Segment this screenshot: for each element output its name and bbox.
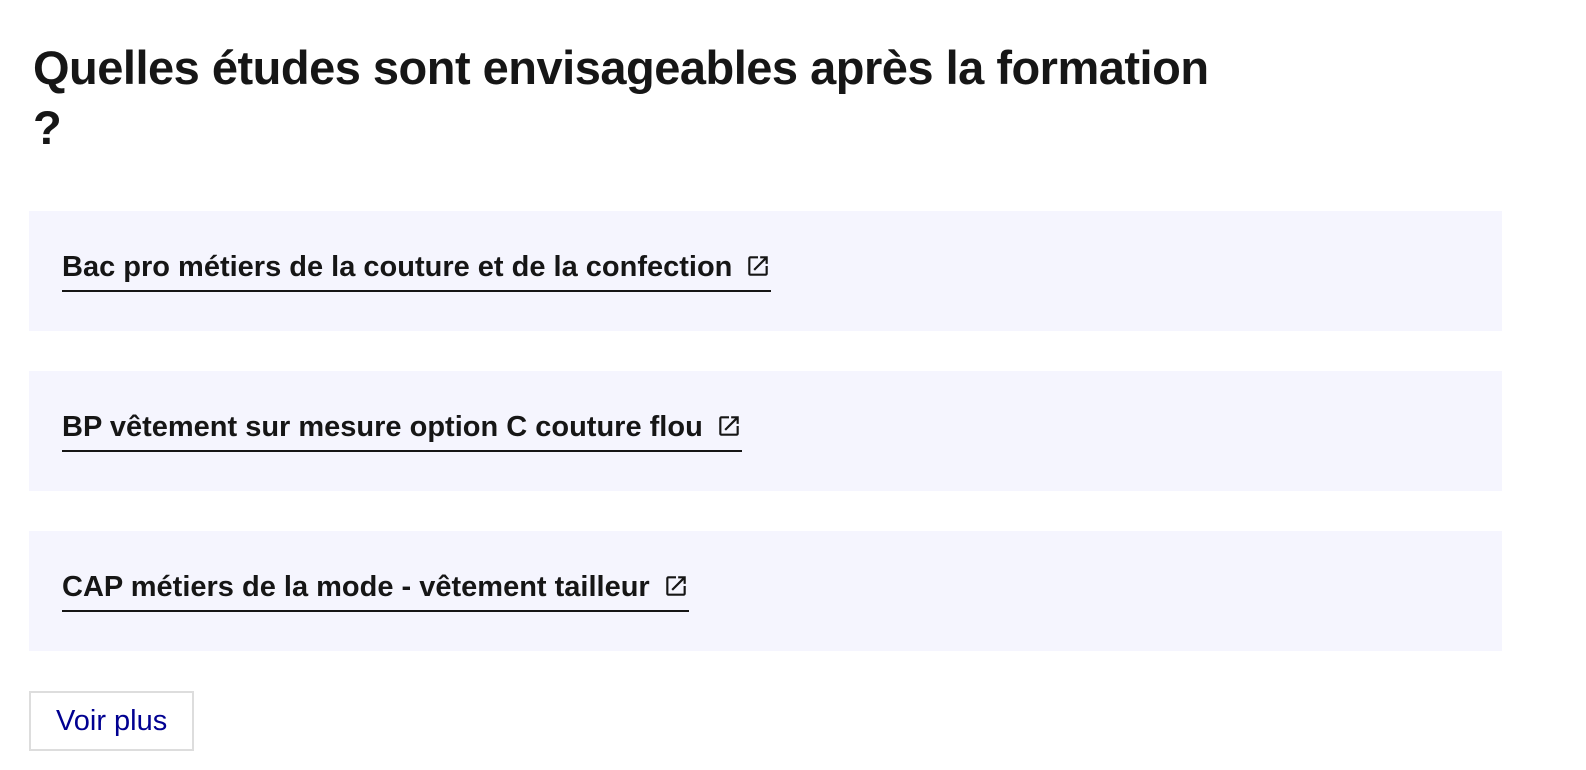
section-title-line2: ? xyxy=(33,101,62,154)
study-link-card: BP vêtement sur mesure option C couture … xyxy=(29,371,1502,491)
voir-plus-button[interactable]: Voir plus xyxy=(29,691,195,751)
external-link-icon xyxy=(719,416,739,436)
study-link-bac-pro[interactable]: Bac pro métiers de la couture et de la c… xyxy=(62,250,772,292)
external-link-icon xyxy=(665,576,686,596)
studies-section: Quelles études sont envisageables après … xyxy=(29,38,1586,751)
study-link-cap[interactable]: CAP métiers de la mode - vêtement taille… xyxy=(62,571,689,612)
section-title-line1: Quelles études sont envisageables après … xyxy=(33,41,1209,94)
section-title: Quelles études sont envisageables après … xyxy=(33,38,1586,158)
study-link-label: CAP métiers de la mode - vêtement taille… xyxy=(62,570,650,603)
study-link-label: Bac pro métiers de la couture et de la c… xyxy=(62,250,733,283)
study-link-card: Bac pro métiers de la couture et de la c… xyxy=(29,211,1502,331)
study-link-card: CAP métiers de la mode - vêtement taille… xyxy=(29,531,1502,651)
study-link-label: BP vêtement sur mesure option C couture … xyxy=(62,410,703,443)
external-link-icon xyxy=(748,256,769,276)
study-link-bp[interactable]: BP vêtement sur mesure option C couture … xyxy=(62,411,742,452)
